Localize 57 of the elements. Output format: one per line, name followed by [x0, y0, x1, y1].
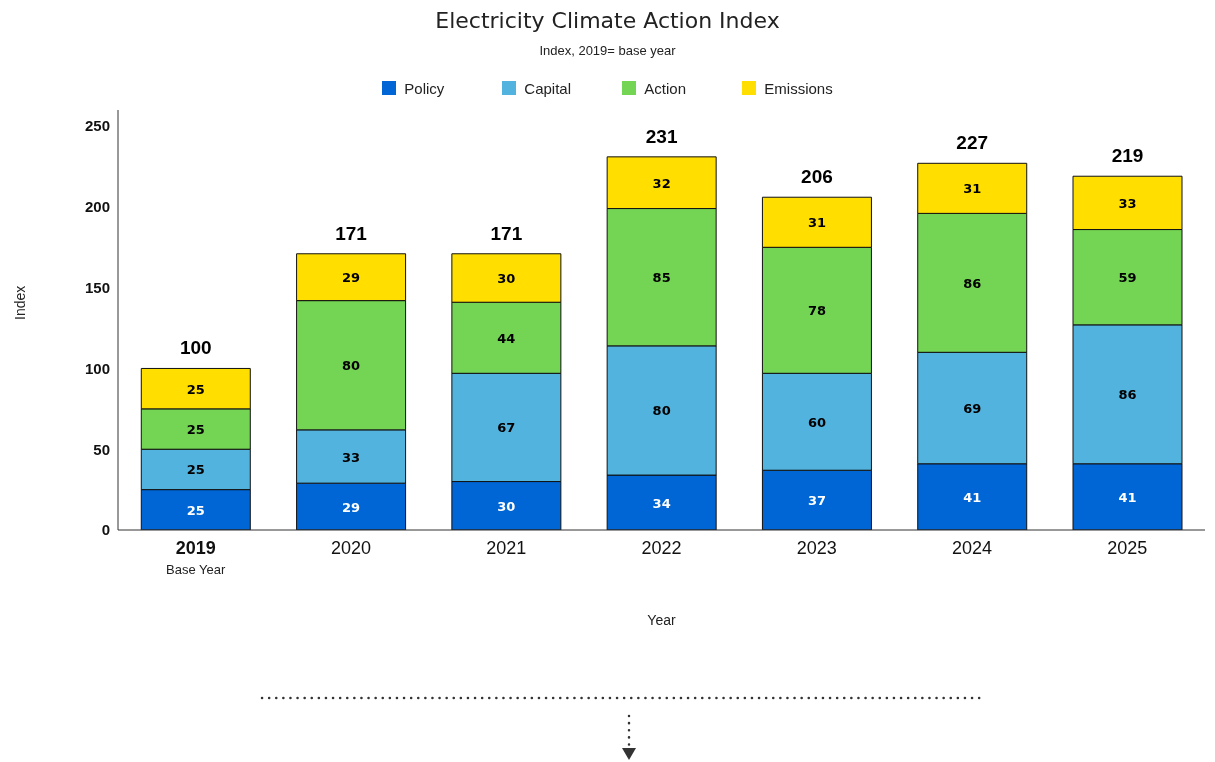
x-tick-label: 2025 [1107, 538, 1148, 558]
total-label: 227 [956, 132, 989, 154]
data-label: 60 [807, 414, 826, 430]
y-tick-label: 250 [84, 117, 110, 135]
data-label: 37 [807, 493, 826, 509]
data-label: 86 [963, 275, 982, 291]
x-tick-label: 2019 [175, 538, 216, 558]
data-label: 78 [807, 303, 826, 319]
chart-title: Electricity Climate Action Index [434, 8, 781, 33]
data-label: 25 [186, 381, 205, 397]
total-label: 171 [490, 222, 523, 244]
y-tick-label: 0 [101, 521, 110, 539]
x-tick-label: 2022 [641, 538, 682, 558]
total-label: 231 [645, 125, 678, 147]
data-label: 29 [342, 270, 361, 286]
y-tick-label: 100 [84, 359, 110, 377]
data-label: 41 [963, 489, 982, 505]
legend-label: Capital [524, 79, 572, 97]
data-label: 80 [652, 403, 671, 419]
data-label: 25 [186, 502, 205, 518]
data-label: 31 [807, 215, 826, 231]
y-tick-label: 150 [84, 279, 110, 297]
data-label: 33 [1118, 195, 1137, 211]
text: Base Year [166, 562, 226, 577]
total-label: 171 [335, 222, 368, 244]
chart-subtitle: Index, 2019= base year [538, 43, 677, 58]
data-label: 67 [497, 420, 516, 436]
data-label: 30 [497, 271, 516, 286]
y-axis-title: Index [11, 285, 28, 320]
data-label: 59 [1118, 270, 1137, 286]
x-tick-label: 2023 [796, 538, 837, 558]
data-label: 86 [1118, 387, 1137, 403]
data-label: 33 [342, 449, 361, 465]
legend-label: Action [644, 79, 687, 97]
data-label: 41 [1118, 489, 1137, 505]
data-label: 25 [186, 462, 205, 478]
x-tick-label: 2024 [952, 538, 993, 558]
data-label: 34 [652, 495, 671, 511]
data-label: 30 [497, 498, 516, 514]
data-label: 25 [186, 422, 205, 438]
total-label: 206 [801, 166, 833, 188]
legend-label: Policy [404, 79, 445, 97]
total-label: 219 [1111, 145, 1144, 167]
y-tick-label: 50 [93, 440, 110, 458]
data-label: 80 [342, 358, 361, 374]
data-label: 32 [652, 175, 671, 191]
data-label: 69 [963, 401, 982, 417]
total-label: 100 [179, 337, 212, 359]
x-tick-label: 2021 [486, 538, 527, 558]
x-tick-label: 2020 [330, 538, 371, 558]
data-label: 31 [963, 181, 982, 197]
x-axis-title: Year [647, 612, 676, 628]
y-tick-label: 200 [84, 198, 110, 216]
legend-label: Emissions [764, 79, 833, 97]
data-label: 85 [652, 270, 671, 286]
data-label: 29 [342, 499, 361, 515]
data-label: 44 [497, 330, 516, 346]
